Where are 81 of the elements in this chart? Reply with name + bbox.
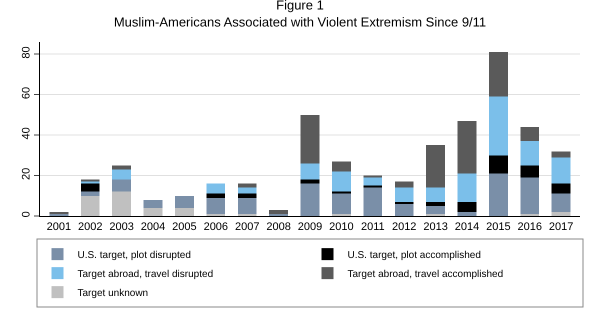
bar (363, 178, 382, 186)
bar (144, 200, 162, 208)
bar (458, 212, 476, 216)
bar (112, 165, 132, 170)
bar (488, 174, 508, 216)
x-tick-label: 2011 (360, 221, 385, 234)
bar (238, 198, 257, 214)
y-tick-label: 20 (20, 168, 33, 180)
x-tick-label: 2002 (78, 221, 102, 234)
bar (300, 114, 320, 164)
bar (458, 120, 476, 174)
legend-label: Target abroad, travel disrupted (78, 269, 214, 280)
bar (520, 126, 540, 142)
bar (112, 169, 132, 180)
bar (144, 208, 162, 216)
bar (238, 184, 257, 188)
y-tick-label: 40 (20, 127, 33, 140)
bar (363, 188, 382, 216)
legend-label: Target abroad, travel accomplished (348, 269, 504, 280)
bar (426, 202, 445, 206)
bar (269, 210, 288, 214)
y-tick-label: 80 (20, 46, 33, 59)
x-tick-label: 2017 (548, 221, 574, 234)
bar (520, 165, 540, 178)
y-tick-label: 60 (20, 86, 33, 100)
bar (112, 180, 132, 192)
x-tick-label: 2009 (298, 221, 322, 234)
x-tick-label: 2003 (109, 221, 134, 234)
bar (426, 145, 445, 188)
bar (394, 204, 414, 216)
bar (332, 161, 351, 172)
bar (175, 208, 194, 216)
bar (206, 194, 226, 198)
bar (458, 174, 476, 202)
bar (426, 206, 445, 214)
bar (552, 212, 571, 216)
chart-subtitle: Muslim-Americans Associated with Violent Extremism Since 9/11 (114, 14, 486, 30)
x-tick-label: 2001 (46, 221, 72, 234)
bar (552, 151, 571, 158)
bar (488, 96, 508, 156)
x-tick-label: 2005 (172, 221, 197, 234)
y-tick-label: 0 (20, 211, 33, 218)
legend-label: U.S. target, plot accomplished (348, 250, 481, 262)
x-tick-label: 2012 (392, 221, 416, 234)
x-tick-label: 2010 (329, 221, 354, 234)
bar (300, 184, 320, 216)
bar (80, 196, 100, 216)
x-tick-label: 2016 (518, 221, 542, 234)
x-tick-label: 2007 (234, 221, 260, 234)
x-tick-label: 2015 (486, 221, 511, 234)
legend-label: Target unknown (78, 288, 148, 300)
bar (394, 182, 414, 188)
bar (552, 194, 571, 212)
bar (332, 171, 351, 192)
chart-title: Figure 1 (276, 0, 324, 13)
bar (426, 188, 445, 202)
x-tick-label: 2004 (140, 221, 166, 234)
bar (112, 192, 132, 216)
x-tick-label: 2006 (204, 221, 228, 234)
x-tick-label: 2013 (423, 221, 448, 234)
bar (80, 184, 100, 192)
bar (458, 202, 476, 212)
bar (552, 184, 571, 194)
bar (332, 194, 351, 214)
bar (238, 194, 257, 198)
bar (175, 196, 194, 208)
x-tick-label: 2008 (266, 221, 291, 234)
bar (206, 198, 226, 214)
bar (238, 188, 257, 194)
bar (488, 52, 508, 97)
x-tick-label: 2014 (454, 221, 480, 234)
bar (80, 192, 100, 196)
bar (552, 157, 571, 184)
bar (206, 184, 226, 194)
bar (520, 141, 540, 166)
legend-label: U.S. target, plot disrupted (78, 250, 191, 262)
bar (394, 188, 414, 202)
bar (300, 163, 320, 180)
bar (520, 178, 540, 214)
bar (300, 180, 320, 184)
bar (488, 155, 508, 174)
